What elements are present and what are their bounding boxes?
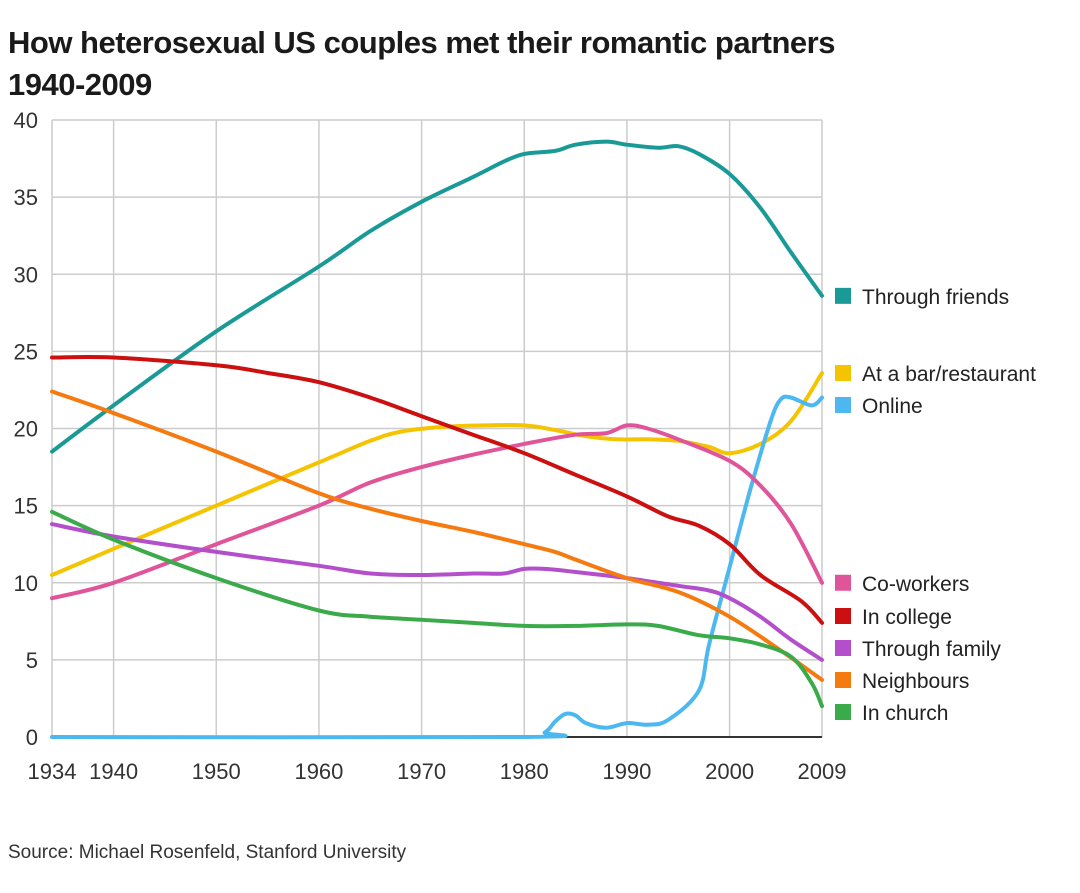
legend-swatch-co-workers [835,574,851,591]
legend-label-through-family: Through family [862,638,1001,661]
legend-swatch-online [835,396,851,413]
y-tick-label: 35 [14,185,38,210]
legend-swatch-in-church [835,704,851,720]
source-note: Source: Michael Rosenfeld, Stanford Univ… [8,842,407,863]
series-line-in-college [50,354,824,625]
x-tick-label: 1970 [397,759,446,784]
legend: Through friends At a bar/restaurant Online… [835,286,1036,725]
series-line-online [50,394,824,740]
legend-swatch-neighbours [835,672,851,688]
x-tick-label: 1940 [89,759,138,784]
series-line-in-church [50,509,824,709]
y-tick-label: 0 [26,725,38,750]
legend-label-in-church: In church [862,702,948,725]
series-line-neighbours [50,389,824,682]
legend-label-online: Online [862,395,923,418]
series-line-through-friends [50,139,824,454]
y-tick-label: 20 [14,417,38,442]
legend-swatch-in-college [835,608,851,624]
chart-title-line-2: 1940-2009 [8,67,152,102]
legend-label-in-college: In college [862,606,952,629]
y-axis-ticks: 0 5 10 15 20 25 30 35 40 [14,108,38,750]
legend-swatch-through-friends [835,287,851,304]
y-tick-label: 15 [14,494,38,519]
x-tick-label: 2009 [798,759,847,784]
grid-lines [51,119,823,738]
x-tick-label: 1990 [602,759,651,784]
chart-title-line-1: How heterosexual US couples met their ro… [8,25,835,60]
x-tick-label: 1950 [192,759,241,784]
x-tick-label: 1960 [294,759,343,784]
y-tick-label: 5 [26,648,38,673]
series-line-co-workers [50,423,824,601]
legend-swatch-through-family [835,640,851,656]
y-tick-label: 10 [14,571,38,596]
chart-title: How heterosexual US couples met their ro… [8,22,1068,106]
y-tick-label: 40 [14,108,38,133]
y-tick-label: 30 [14,262,38,287]
y-tick-label: 25 [14,339,38,364]
legend-label-at-a-bar-restaurant: At a bar/restaurant [862,363,1036,386]
series-line-through-family [50,522,824,662]
legend-label-through-friends: Through friends [862,286,1009,309]
series-lines [50,139,824,740]
legend-label-neighbours: Neighbours [862,670,969,693]
series-line-at-a-bar-restaurant [50,371,824,577]
x-tick-label: 1934 [28,759,77,784]
x-tick-label: 1980 [500,759,549,784]
x-axis-ticks: 1934 1940 1950 1960 1970 1980 1990 2000 2009 [28,759,847,784]
legend-label-co-workers: Co-workers [862,573,969,596]
legend-swatch-at-a-bar-restaurant [835,364,851,381]
x-tick-label: 2000 [705,759,754,784]
